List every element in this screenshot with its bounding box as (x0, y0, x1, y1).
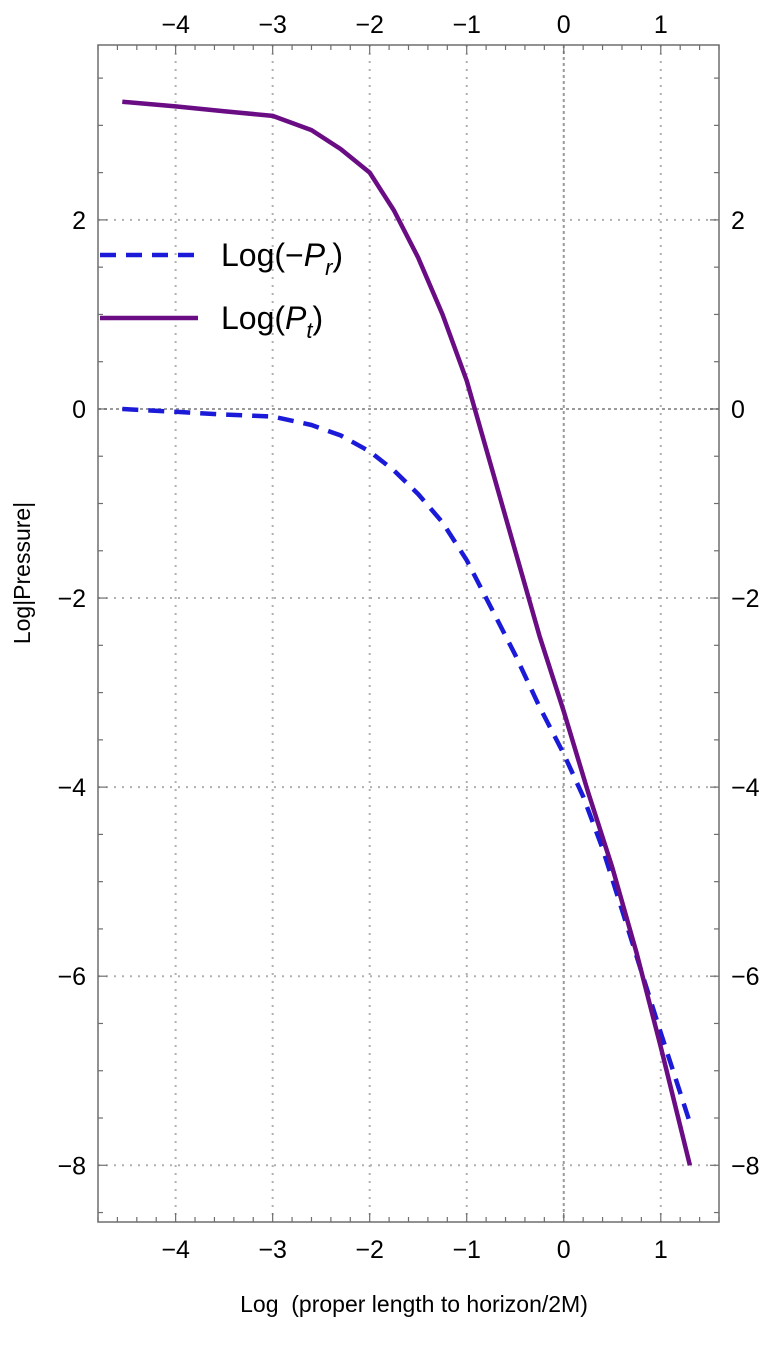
legend-label: Log(−Pr) (221, 237, 343, 280)
series-line-pr (122, 406, 693, 1124)
y-tick-label-right: 0 (731, 396, 745, 424)
x-tick-label-bottom: 1 (654, 1236, 668, 1264)
x-tick-label-top: −3 (258, 11, 287, 39)
x-tick-label-bottom: 0 (557, 1236, 571, 1264)
series-line-pt (122, 99, 693, 1166)
y-tick-label-left: −6 (57, 963, 86, 991)
x-tick-label-bottom: −4 (161, 1236, 190, 1264)
y-tick-label-right: −8 (731, 1152, 760, 1180)
x-tick-label-top: 1 (654, 11, 668, 39)
axis-ticks: −4 −4 −3 −3 −2 −2 −1 −1 0 0 1 1 −8 −8 −6 −6 −4 −4 −2 −2 0 0 2 2 (57, 11, 759, 1264)
y-tick-label-left: −8 (57, 1152, 86, 1180)
x-tick-label-bottom: −2 (355, 1236, 384, 1264)
grid (98, 45, 719, 1222)
x-axis-label: Log (proper length to horizon/2M) (240, 1291, 588, 1317)
legend: Log(−Pr) Log(Pt) (100, 237, 343, 343)
legend-label: Log(Pt) (221, 300, 323, 343)
x-tick-label-top: −1 (452, 11, 481, 39)
x-tick-label-bottom: −1 (452, 1236, 481, 1264)
x-tick-label-bottom: −3 (258, 1236, 287, 1264)
y-tick-label-right: 2 (731, 207, 745, 235)
x-tick-label-top: −2 (355, 11, 384, 39)
y-tick-label-right: −4 (731, 774, 760, 802)
y-tick-label-left: −2 (57, 585, 86, 613)
y-tick-label-left: 2 (72, 207, 86, 235)
y-tick-label-left: −4 (57, 774, 86, 802)
x-tick-label-top: −4 (161, 11, 190, 39)
y-tick-label-right: −2 (731, 585, 760, 613)
y-tick-label-left: 0 (72, 396, 86, 424)
y-axis-label: Log|Pressure| (9, 502, 35, 644)
series-lines (122, 99, 693, 1166)
y-tick-label-right: −6 (731, 963, 760, 991)
x-tick-label-top: 0 (557, 11, 571, 39)
